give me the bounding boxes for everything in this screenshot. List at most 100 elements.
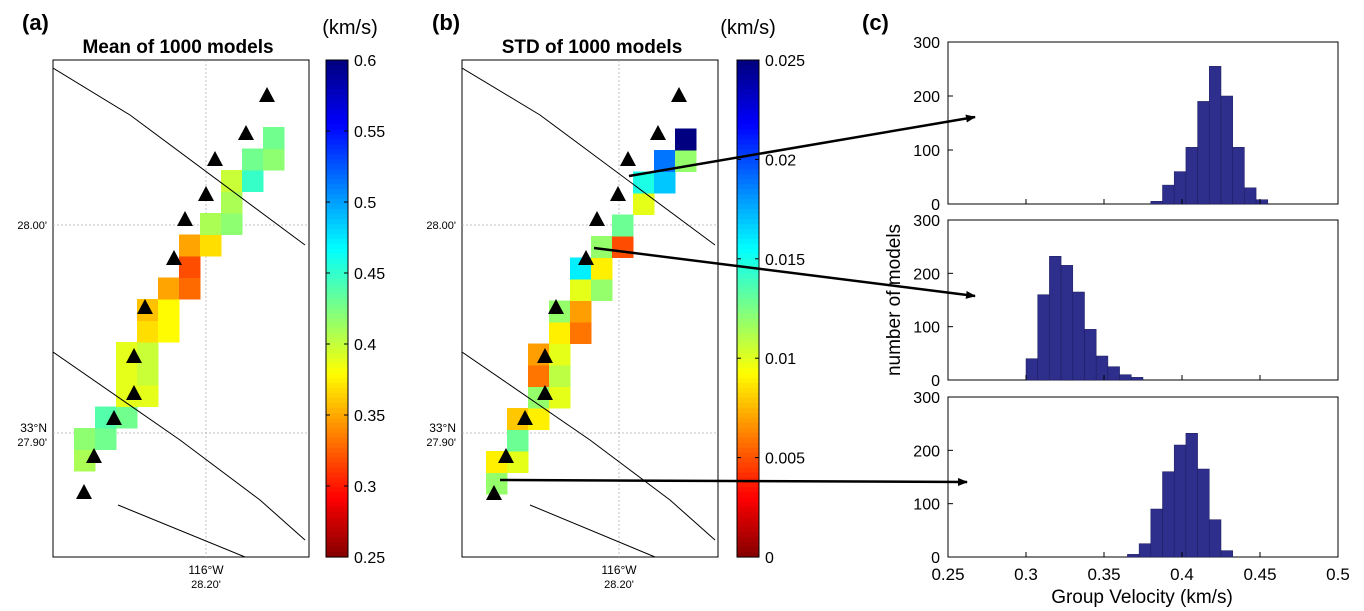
colorbar-segment [737, 199, 759, 205]
colorbar-segment [737, 268, 759, 275]
colorbar-segment [737, 482, 759, 489]
heatmap-cell-12 [158, 320, 180, 343]
colorbar-segment [737, 452, 759, 459]
colorbar-segment [737, 328, 759, 334]
colorbar-segment [326, 472, 348, 479]
colorbar-segment [737, 323, 759, 329]
panel-b: (b) STD of 1000 models 28.00' 33°N 27.90… [426, 10, 805, 591]
colorbar-segment [737, 417, 759, 424]
station-triangle-10 [650, 125, 666, 140]
heatmap-cell-3 [507, 429, 529, 452]
histogram-x-axis-label: Group Velocity (km/s) [1051, 587, 1233, 608]
colorbar-segment [326, 402, 348, 409]
colorbar-segment [326, 154, 348, 160]
histogram-2-bar-3 [1060, 265, 1074, 381]
heatmap-cell-5 [528, 408, 550, 430]
colorbar-segment [326, 392, 348, 399]
heatmap-cell-18 [179, 234, 201, 257]
colorbar-segment [326, 447, 348, 454]
colorbar-segment [737, 204, 759, 210]
colorbar-segment [737, 388, 759, 394]
colorbar-segment [326, 552, 348, 558]
colorbar-segment [326, 149, 348, 156]
colorbar-segment [737, 427, 759, 434]
histogram-x-tick-label: 0.5 [1326, 565, 1350, 584]
histogram-1-bar-2 [1173, 171, 1187, 205]
colorbar-segment [737, 507, 759, 513]
colorbar-segment [737, 447, 759, 454]
station-triangle-2 [517, 410, 533, 425]
heatmap-cell-15 [158, 277, 180, 300]
colorbar-segment [326, 134, 348, 141]
colorbar-segment [326, 412, 348, 419]
heatmap-cell-14 [158, 299, 180, 321]
colorbar-segment [326, 497, 348, 503]
colorbar-segment [737, 233, 759, 240]
colorbar-segment [326, 397, 348, 404]
colorbar-segment [737, 303, 759, 310]
histogram-3-bar-7 [1209, 519, 1222, 558]
colorbar-segment [737, 442, 759, 449]
histogram-1-bar-5 [1209, 66, 1222, 205]
histogram-1-bar-6 [1220, 95, 1233, 205]
station-triangle-8 [198, 186, 214, 201]
colorbar-segment [326, 129, 348, 136]
colorbar-tick-label: 0.4 [354, 337, 376, 354]
heatmap-cell-20 [591, 236, 613, 258]
colorbar-segment [737, 497, 759, 503]
colorbar-segment [737, 69, 759, 76]
histogram-2-bar-9 [1131, 377, 1144, 381]
colorbar-segment [326, 462, 348, 469]
colorbar-segment [326, 442, 348, 449]
colorbar-segment [737, 412, 759, 419]
colorbar-segment [326, 263, 348, 270]
colorbar-segment [326, 417, 348, 424]
colorbar-segment [326, 79, 348, 86]
colorbar-segment [326, 204, 348, 210]
histogram-3-bar-3 [1162, 471, 1175, 558]
heatmap-cell-19 [591, 257, 613, 280]
histogram-3-bar-1 [1138, 543, 1152, 558]
colorbar-segment [326, 94, 348, 101]
histogram-y-tick-label: 100 [913, 143, 940, 160]
colorbar-segment [326, 119, 348, 126]
colorbar-segment [326, 194, 348, 200]
colorbar-segment [737, 373, 759, 379]
colorbar-tick-label: 0.25 [354, 550, 385, 567]
colorbar-segment [737, 79, 759, 86]
colorbar-segment [326, 547, 348, 553]
heatmap-cell-21 [612, 236, 634, 258]
heatmap-cell-2 [507, 451, 529, 473]
panel-b-lon-label-2: 28.20' [604, 579, 634, 591]
histogram-y-tick-label: 100 [913, 320, 940, 337]
colorbar-segment [737, 487, 759, 493]
colorbar-segment [326, 293, 348, 300]
colorbar-segment [737, 94, 759, 101]
colorbar-segment [737, 368, 759, 374]
station-triangle-11 [259, 87, 275, 102]
histogram-x-tick-label: 0.4 [1170, 565, 1194, 584]
panel-a-lat-label-1: 28.00' [17, 220, 47, 232]
colorbar-segment [326, 298, 348, 305]
panel-b-lon-label-1: 116°W [601, 563, 637, 577]
colorbar-segment [737, 174, 759, 180]
colorbar-segment [737, 159, 759, 165]
colorbar-segment [326, 258, 348, 265]
colorbar-segment [326, 184, 348, 190]
colorbar-segment [737, 552, 759, 558]
colorbar-segment [737, 84, 759, 91]
histogram-y-tick-label: 0 [931, 197, 940, 214]
colorbar-segment [737, 209, 759, 215]
colorbar-segment [326, 209, 348, 215]
histogram-1-bar-1 [1162, 184, 1175, 205]
panel-b-stations [486, 87, 687, 500]
colorbar-segment [737, 397, 759, 404]
heatmap-cell-11 [137, 320, 159, 343]
colorbar-segment [737, 358, 759, 364]
heatmap-cell-7 [549, 386, 571, 409]
station-triangle-9 [207, 151, 223, 166]
arrow-to-histogram-3 [499, 477, 968, 486]
panel-b-lat-label-3: 27.90' [426, 437, 456, 449]
panel-c-tag: (c) [862, 10, 889, 35]
colorbar-segment [737, 194, 759, 200]
